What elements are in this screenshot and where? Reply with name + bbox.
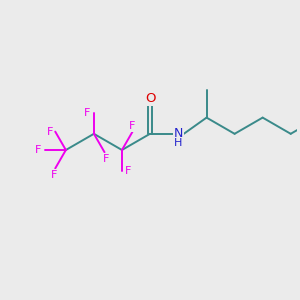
Text: H: H [174, 138, 183, 148]
Text: F: F [125, 166, 132, 176]
Text: F: F [35, 145, 41, 155]
Text: F: F [51, 170, 57, 180]
Text: F: F [129, 121, 136, 131]
Text: O: O [145, 92, 155, 104]
Text: F: F [47, 127, 53, 136]
Text: F: F [103, 154, 109, 164]
Text: N: N [174, 127, 183, 140]
Text: F: F [84, 108, 91, 118]
